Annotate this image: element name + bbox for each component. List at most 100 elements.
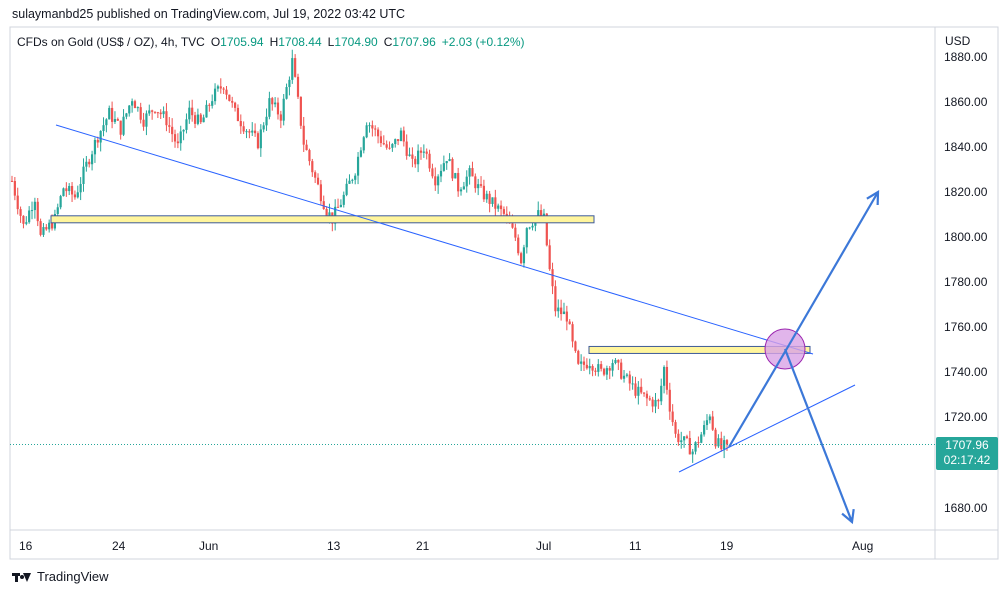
candle — [311, 158, 314, 177]
candle — [551, 262, 554, 295]
candle — [33, 197, 36, 219]
candle — [30, 201, 34, 220]
candle — [425, 148, 428, 160]
candle — [248, 129, 251, 139]
candle — [617, 359, 620, 371]
candle — [528, 226, 531, 230]
candle — [85, 156, 88, 172]
last-price-value: 1707.96 — [945, 438, 989, 452]
candle — [580, 354, 583, 372]
candle — [582, 356, 586, 371]
candle — [703, 420, 706, 437]
candle — [494, 189, 497, 218]
price-tick-label: 1760.00 — [944, 320, 988, 335]
candle — [557, 299, 560, 318]
candle — [371, 120, 374, 137]
candle — [345, 178, 348, 197]
candle — [597, 359, 600, 377]
candle — [439, 164, 443, 183]
candle — [671, 404, 674, 426]
tradingview-brand: TradingView — [37, 569, 109, 584]
candle — [691, 448, 694, 463]
candle — [654, 392, 657, 414]
candle — [577, 349, 580, 365]
candle — [445, 160, 448, 170]
candle — [600, 360, 603, 372]
candle — [128, 105, 131, 117]
candle — [648, 395, 651, 401]
price-tick-label: 1800.00 — [944, 230, 988, 245]
price-tick-label: 1840.00 — [944, 140, 988, 155]
candle — [351, 178, 354, 184]
candle — [188, 100, 191, 124]
candle — [182, 129, 185, 141]
candle — [700, 431, 703, 444]
candle — [259, 124, 262, 157]
candle — [720, 431, 723, 452]
candle — [153, 111, 157, 114]
candle — [48, 219, 51, 233]
candle — [560, 299, 563, 321]
candle — [382, 135, 385, 146]
bullish-projection-arrow — [788, 191, 879, 346]
candle — [631, 376, 634, 390]
candle — [254, 123, 257, 137]
candle — [482, 179, 485, 203]
candle — [657, 398, 660, 410]
candle — [113, 111, 117, 124]
candle — [491, 197, 494, 207]
candle — [565, 305, 568, 331]
candle — [525, 227, 528, 254]
candle — [359, 147, 363, 158]
candle — [614, 358, 617, 365]
candle — [231, 96, 234, 108]
candle — [554, 280, 557, 317]
last-price-tag: 1707.96 02:17:42 — [936, 437, 998, 470]
candle — [111, 101, 114, 129]
candle — [562, 302, 566, 315]
candle — [379, 130, 383, 147]
candle — [431, 163, 434, 179]
candle — [102, 117, 105, 137]
candle — [465, 170, 468, 193]
candle — [156, 111, 159, 118]
candle — [634, 376, 637, 399]
candle — [233, 101, 237, 112]
candle — [594, 367, 597, 376]
candle — [662, 365, 666, 394]
price-tick-label: 1880.00 — [944, 50, 988, 64]
candle — [474, 173, 477, 193]
candle — [202, 114, 205, 123]
candle — [497, 203, 500, 212]
candle — [79, 177, 82, 201]
candle — [316, 173, 320, 186]
candle — [322, 195, 325, 210]
currency-label: USD — [945, 34, 971, 48]
candle — [291, 49, 294, 84]
price-tick-label: 1680.00 — [944, 500, 988, 515]
candle — [13, 177, 16, 201]
candle — [694, 441, 697, 455]
candle — [159, 109, 162, 119]
candle — [171, 118, 174, 143]
price-tick-label: 1780.00 — [944, 275, 988, 290]
candle — [225, 86, 228, 100]
candle — [711, 410, 714, 431]
candle — [625, 373, 628, 378]
candle — [362, 135, 365, 154]
symbol-name: CFDs on Gold (US$ / OZ), 4h, TVC — [17, 35, 205, 49]
candle — [688, 430, 691, 455]
bar-countdown: 02:17:42 — [943, 453, 991, 467]
candle — [717, 434, 720, 448]
candle — [119, 120, 122, 140]
candle — [196, 108, 199, 126]
time-tick-label: Jul — [536, 539, 552, 553]
candle — [708, 414, 711, 424]
candle — [645, 390, 649, 407]
tradingview-footer: TradingView — [12, 569, 109, 584]
time-tick-label: Jun — [199, 539, 219, 553]
candle — [499, 200, 503, 217]
candle — [399, 127, 403, 142]
tradingview-logo-icon — [12, 571, 32, 583]
